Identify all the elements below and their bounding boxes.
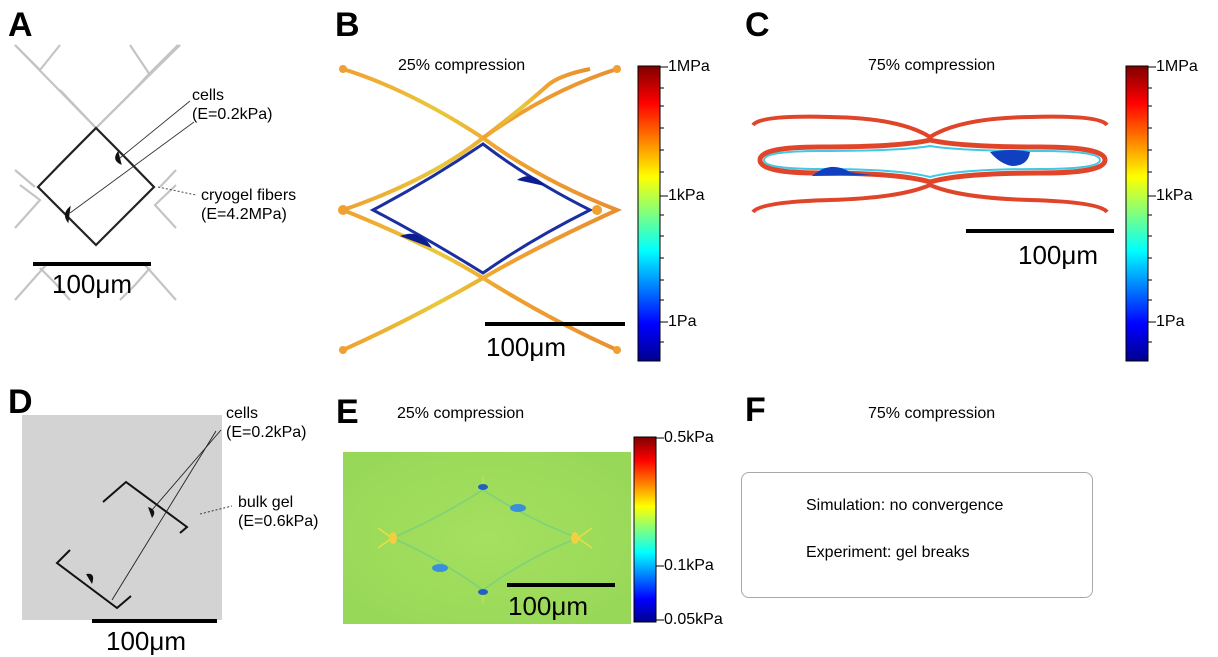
panel-d-letter: D bbox=[8, 383, 33, 421]
panel-d-cells-label: cells bbox=[226, 405, 259, 422]
panel-b-cell-outline bbox=[369, 142, 594, 275]
panel-c-title: 75% compression bbox=[868, 57, 996, 74]
panel-e-letter: E bbox=[336, 393, 359, 431]
panel-c-cell-1 bbox=[812, 166, 890, 176]
panel-b-junctions bbox=[338, 65, 621, 354]
panel-e-colorbar-tick-high: 0.5kPa bbox=[664, 429, 714, 446]
panel-b-title: 25% compression bbox=[398, 57, 526, 74]
panel-b-scalebar-line bbox=[485, 322, 625, 326]
panel-b-scalebar-label: 100μm bbox=[486, 332, 567, 362]
panel-c-colorbar-tick-low: 1Pa bbox=[1156, 313, 1185, 330]
panel-a-cells-modulus: (E=0.2kPa) bbox=[192, 106, 273, 123]
panel-a-scaffold bbox=[14, 44, 197, 301]
panel-e-cell-hotspots bbox=[389, 484, 579, 595]
panel-e-colorbar-tick-mid: 0.1kPa bbox=[664, 557, 714, 574]
panel-c-letter: C bbox=[745, 6, 770, 44]
panel-f-simulation-note: Simulation: no convergence bbox=[806, 497, 1004, 514]
panel-d-cell-2 bbox=[86, 573, 94, 584]
panel-d-cells-modulus: (E=0.2kPa) bbox=[226, 424, 307, 441]
panel-e-scalebar-line bbox=[507, 583, 615, 587]
panel-b-fibers bbox=[337, 67, 623, 352]
panel-f-title: 75% compression bbox=[868, 405, 996, 422]
panel-a-scalebar-line bbox=[33, 262, 151, 266]
panel-c-cell-2 bbox=[990, 150, 1030, 166]
panel-b-cell-2 bbox=[400, 233, 432, 248]
panel-c-cell-outline bbox=[762, 144, 1102, 179]
panel-e-colorbar bbox=[633, 436, 657, 623]
panel-e-colorbar-tick-low: 0.05kPa bbox=[664, 611, 723, 628]
panel-d-scalebar-line bbox=[92, 619, 217, 623]
panel-d-bulk-gel bbox=[22, 415, 222, 620]
panel-c-colorbar-tick-high: 1MPa bbox=[1156, 58, 1198, 75]
panel-f-letter: F bbox=[745, 391, 766, 429]
panel-d-gel-label: bulk gel bbox=[238, 494, 294, 511]
panel-b-colorbar bbox=[637, 65, 661, 362]
panel-c-scalebar-label: 100μm bbox=[1018, 240, 1099, 270]
panel-c-colorbar-ticks bbox=[1148, 66, 1156, 343]
panel-c-scalebar-line bbox=[966, 229, 1114, 233]
panel-b-colorbar-tick-mid: 1kPa bbox=[668, 187, 705, 204]
panel-f-experiment-note: Experiment: gel breaks bbox=[806, 544, 970, 561]
panel-b-letter: B bbox=[335, 6, 360, 44]
panel-a-fibers-modulus: (E=4.2MPa) bbox=[201, 206, 287, 223]
panel-a-fibers-label: cryogel fibers bbox=[201, 187, 297, 204]
panel-d-gel-modulus: (E=0.6kPa) bbox=[238, 513, 319, 530]
panel-a-scalebar-label: 100μm bbox=[52, 269, 133, 299]
panel-a-cells-label: cells bbox=[192, 87, 225, 104]
panel-c-fibers bbox=[751, 114, 1109, 214]
panel-b-colorbar-ticks bbox=[660, 66, 668, 343]
panel-c-colorbar bbox=[1125, 65, 1149, 362]
panel-d-scalebar-label: 100μm bbox=[106, 626, 187, 656]
panel-b-cell-1 bbox=[517, 176, 545, 186]
panel-a-letter: A bbox=[8, 6, 33, 44]
panel-e-title: 25% compression bbox=[397, 405, 525, 422]
panel-b-colorbar-tick-high: 1MPa bbox=[668, 58, 710, 75]
panel-c-colorbar-tick-mid: 1kPa bbox=[1156, 187, 1193, 204]
panel-e-colorbar-ticks bbox=[656, 437, 664, 621]
panel-c-center-fiber bbox=[757, 137, 1108, 185]
panel-f-note-box: Simulation: no convergence Experiment: g… bbox=[741, 472, 1093, 598]
panel-b-colorbar-tick-low: 1Pa bbox=[668, 313, 697, 330]
panel-e-scalebar-label: 100μm bbox=[508, 591, 589, 621]
panel-d-leader-lines bbox=[111, 429, 233, 601]
